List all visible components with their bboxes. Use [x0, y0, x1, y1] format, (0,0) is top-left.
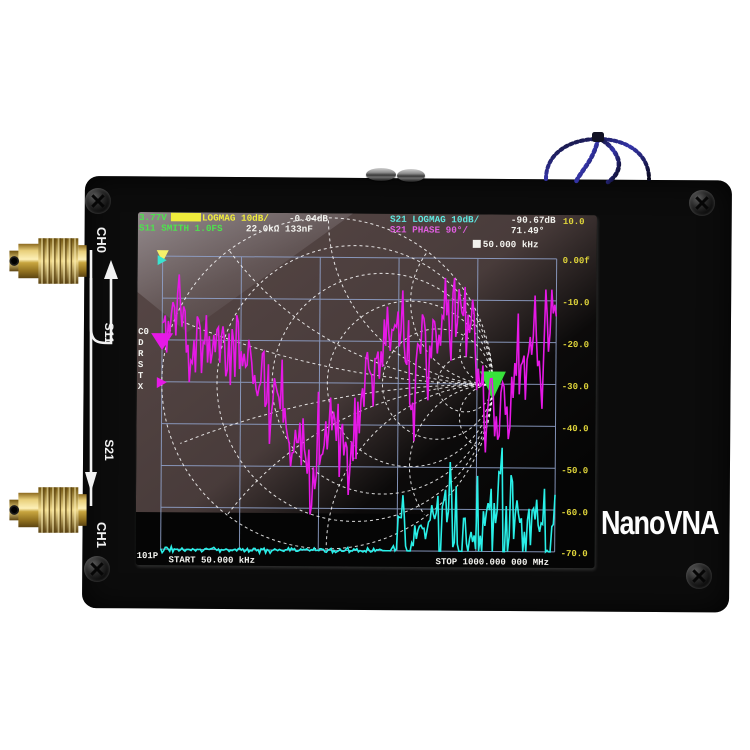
svg-text:CH1: CH1 [94, 522, 109, 548]
svg-text:S11: S11 [102, 323, 116, 344]
svg-text:C0: C0 [138, 327, 149, 337]
svg-text:-50.0: -50.0 [561, 466, 588, 476]
svg-text:D: D [138, 338, 144, 348]
svg-text:R: R [138, 349, 144, 359]
svg-text:71.49°: 71.49° [511, 225, 545, 236]
svg-text:S: S [138, 360, 144, 370]
svg-text:-60.0: -60.0 [561, 508, 588, 518]
svg-text:10.0: 10.0 [563, 217, 585, 227]
svg-text:0.00f: 0.00f [563, 256, 590, 266]
svg-text:CH0: CH0 [94, 227, 109, 253]
svg-text:50.000 kHz: 50.000 kHz [483, 239, 539, 250]
svg-text:-10.0: -10.0 [562, 298, 589, 308]
svg-text:-20.0: -20.0 [562, 340, 589, 350]
svg-text:START 50.000 kHz: START 50.000 kHz [169, 555, 255, 566]
svg-text:22.0kΩ 133nF: 22.0kΩ 133nF [246, 223, 313, 234]
svg-text:X: X [138, 382, 144, 392]
svg-text:STOP 1000.000 000 MHz: STOP 1000.000 000 MHz [436, 557, 549, 568]
svg-text:101P: 101P [137, 551, 159, 561]
svg-text:S11 SMITH 1.0FS: S11 SMITH 1.0FS [139, 223, 223, 235]
svg-text:S21: S21 [102, 439, 116, 461]
svg-text:-70.0: -70.0 [561, 549, 588, 559]
svg-text:T: T [138, 371, 144, 381]
svg-text:3.77V: 3.77V [139, 212, 167, 223]
svg-text:S21 PHASE 90°/: S21 PHASE 90°/ [390, 224, 469, 236]
svg-text:-30.0: -30.0 [562, 382, 589, 392]
svg-text:-40.0: -40.0 [561, 424, 588, 434]
